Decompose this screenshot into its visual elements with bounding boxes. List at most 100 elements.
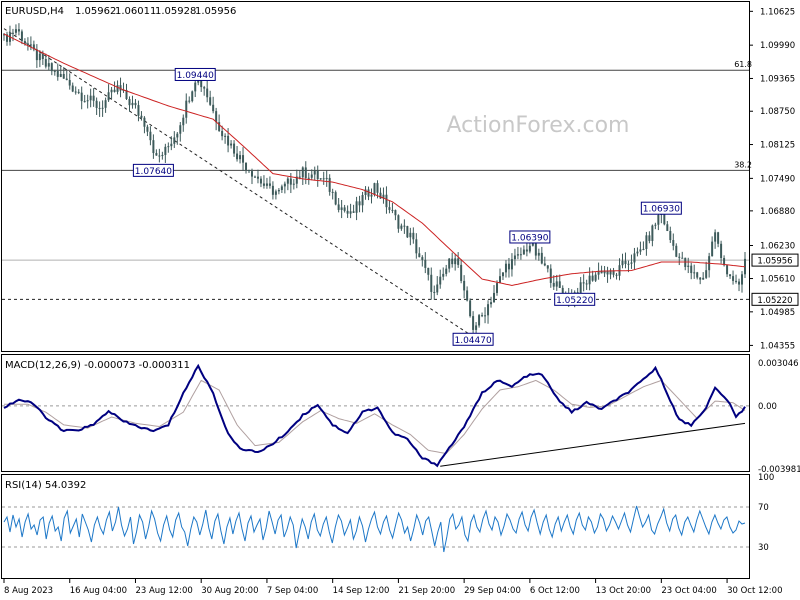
candle (699, 277, 702, 285)
rsi-tick-label: 70 (758, 503, 769, 513)
level-lines: 61.8 38.2 (2, 28, 752, 548)
candle (340, 199, 343, 219)
candle (615, 272, 618, 280)
candle (98, 101, 101, 117)
candle (328, 174, 331, 196)
x-tick-label: 30 Oct 12:00 (727, 586, 782, 596)
candle (540, 246, 543, 265)
candle (690, 262, 693, 280)
candle (490, 296, 493, 308)
candle (633, 247, 636, 270)
candle (669, 226, 672, 243)
candle (92, 88, 95, 107)
candle (77, 89, 80, 95)
candle (439, 269, 442, 289)
price-panel (1, 1, 750, 352)
candle (343, 204, 346, 213)
candle (481, 312, 484, 318)
candle (295, 169, 298, 189)
candle (463, 275, 466, 299)
candle (349, 203, 352, 219)
candle (549, 264, 552, 288)
candle (385, 186, 388, 214)
candle (555, 274, 558, 291)
candle (185, 93, 188, 124)
candle (403, 219, 406, 234)
candle (86, 94, 89, 109)
candle (206, 80, 209, 103)
candle (409, 227, 412, 246)
candle (421, 255, 424, 267)
y-tick-label: 1.09990 (760, 41, 795, 51)
candle (182, 114, 185, 132)
candle (32, 40, 35, 52)
candle (672, 233, 675, 251)
candle (11, 28, 14, 42)
fib-level-label: 38.2 (734, 160, 752, 169)
candle (355, 196, 358, 221)
candle (248, 169, 251, 174)
candle (245, 162, 248, 174)
candle (648, 231, 651, 244)
candle (600, 265, 603, 274)
moving-average-line (3, 33, 746, 287)
svg-text:1.05220: 1.05220 (757, 296, 792, 306)
candle (726, 264, 729, 278)
candle (143, 116, 146, 134)
candle (364, 186, 367, 200)
candle (412, 227, 415, 244)
candle (221, 125, 224, 141)
candle (451, 252, 454, 268)
candle (388, 200, 391, 214)
macd-trendline (440, 422, 746, 467)
candle (496, 280, 499, 296)
candle (460, 258, 463, 284)
candle (651, 224, 654, 247)
candle (319, 178, 322, 180)
candle (164, 143, 167, 163)
candle (582, 274, 585, 292)
candle (558, 274, 561, 289)
rsi-tick-label: 100 (758, 473, 774, 483)
price-annotation: 1.07640 (132, 163, 174, 177)
candle (591, 270, 594, 282)
candle (167, 142, 170, 153)
price-header: EURUSD,H4 1.05962 1.06011 1.05928 1.0595… (5, 6, 236, 17)
candle (203, 85, 206, 96)
symbol-label: EURUSD,H4 (5, 6, 64, 17)
candle (741, 271, 744, 293)
candle (585, 279, 588, 290)
x-tick-label: 14 Sep 12:00 (333, 586, 390, 596)
candle (242, 147, 245, 171)
candle (29, 36, 32, 51)
macd-tick-label: -0.003981 (758, 465, 800, 475)
candle (56, 63, 59, 81)
candle (696, 271, 699, 280)
candle (400, 223, 403, 231)
candle (107, 84, 110, 102)
candle (415, 233, 418, 259)
candle (588, 267, 591, 291)
candle (636, 247, 639, 257)
candle (256, 169, 259, 184)
candle (346, 205, 349, 218)
candle (26, 37, 29, 51)
candle (612, 267, 615, 278)
macd-tick-label: 0.003046 (758, 359, 799, 369)
candle (47, 55, 50, 71)
candle (149, 126, 152, 146)
y-tick-label: 1.09365 (760, 74, 795, 84)
candle (301, 166, 304, 185)
macd-title: MACD(12,26,9) -0.000073 -0.000311 (5, 360, 190, 371)
candle (35, 44, 38, 68)
price-tag: 1.05220 (751, 292, 799, 306)
candle (424, 252, 427, 274)
svg-text:1.04470: 1.04470 (454, 336, 491, 346)
macd-line (3, 363, 746, 468)
candle (325, 170, 328, 187)
x-tick-label: 8 Aug 2023 (4, 586, 53, 596)
candle (427, 267, 430, 281)
candle (310, 169, 313, 181)
candle (95, 97, 98, 115)
candle (62, 67, 65, 79)
